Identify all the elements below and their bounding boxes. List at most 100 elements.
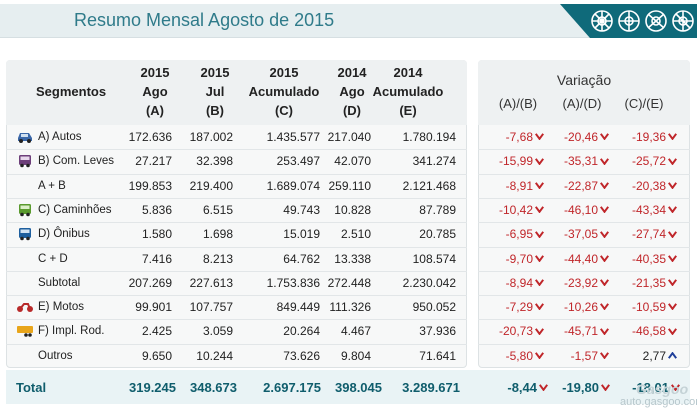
total-value-cell: 348.673 [190, 380, 237, 395]
row-label: B) Com. Leves [38, 155, 115, 168]
value-cell: 32.398 [196, 154, 233, 169]
arrow-down-icon [668, 303, 677, 311]
value-cell: 172.636 [128, 130, 172, 144]
total-label: Total [16, 380, 47, 395]
total-variation-cell: -8,44 [507, 380, 548, 395]
column-header-line: 2014 [337, 65, 367, 80]
car-icon [18, 133, 32, 143]
column-header-line: 2015 [269, 65, 299, 80]
column-header: 2015 Acumulado (C) [239, 63, 329, 120]
value-cell: 10.828 [334, 202, 371, 217]
arrow-down-icon [535, 279, 544, 287]
value-cell: 219.400 [189, 178, 233, 193]
row-label: C) Caminhões [38, 203, 112, 216]
row-divider [478, 197, 690, 199]
truck-icon [19, 203, 31, 217]
arrow-down-icon [601, 384, 610, 392]
row-divider [6, 246, 467, 248]
value-cell: 272.448 [327, 275, 371, 290]
variation-value: -46,10 [563, 202, 598, 217]
table-row: C) Caminhões 5.836 6.515 49.743 10.828 87.789… [6, 198, 690, 222]
column-header-line: (B) [205, 103, 225, 118]
column-header-line: 2015 [200, 65, 230, 80]
variation-value: -10,26 [563, 300, 598, 315]
value-cell: 2.230.042 [402, 275, 456, 290]
value-cell: 207.269 [128, 275, 172, 290]
variation-cell: -25,72 [632, 154, 677, 168]
variation-cell: -9,70 [506, 252, 544, 266]
variation-value: -40,35 [631, 251, 666, 266]
value-cell: 227.613 [189, 275, 233, 290]
arrow-down-icon [535, 352, 544, 360]
variation-column-header: (A)/(B) [498, 96, 538, 111]
value-cell: 49.743 [283, 202, 320, 217]
variation-value: -35,31 [563, 154, 598, 169]
variation-value: -21,35 [631, 275, 666, 290]
row-divider [6, 173, 467, 175]
table-row: B) Com. Leves 27.217 32.398 253.497 42.070 34… [6, 149, 690, 173]
variation-value: -7,29 [505, 300, 533, 315]
row-divider [6, 343, 467, 345]
variation-cell: -43,34 [632, 203, 677, 217]
variation-cell: -40,35 [632, 252, 677, 266]
variation-value: -6,95 [505, 227, 533, 242]
value-cell: 2.121.468 [402, 178, 456, 193]
row-divider [478, 295, 690, 297]
value-cell: 950.052 [412, 300, 456, 315]
variation-cell: -45,71 [564, 324, 609, 338]
arrow-down-icon [535, 206, 544, 214]
row-divider [6, 197, 467, 199]
variation-value: -19,36 [631, 130, 666, 144]
arrow-down-icon [671, 384, 680, 392]
variation-cell: -6,95 [506, 227, 544, 241]
arrow-down-icon [600, 327, 609, 335]
variation-cell: -22,87 [564, 179, 609, 193]
arrow-down-icon [535, 157, 544, 165]
variation-value: -27,74 [631, 227, 666, 242]
arrow-down-icon [600, 230, 609, 238]
variation-cell: -20,73 [499, 324, 544, 338]
row-divider [478, 270, 690, 272]
column-header-line: Jul [205, 84, 225, 99]
arrow-down-icon [600, 133, 609, 141]
header-bar: Resumo Mensal Agosto de 2015 [0, 0, 697, 40]
arrow-down-icon [600, 255, 609, 262]
arrow-down-icon [535, 230, 544, 238]
arrow-down-icon [535, 255, 544, 262]
value-cell: 107.757 [189, 300, 233, 315]
variation-value: -5,80 [505, 348, 533, 363]
variation-cell: -8,91 [506, 179, 544, 193]
variation-value: -8,91 [505, 178, 533, 193]
variation-cell: -21,35 [632, 276, 677, 290]
row-divider [6, 149, 467, 151]
variation-cell: -8,94 [506, 276, 544, 290]
value-cell: 10.244 [196, 348, 233, 363]
variation-cell: -44,40 [564, 252, 609, 266]
value-cell: 187.002 [189, 130, 233, 144]
row-label: C + D [38, 252, 68, 265]
variation-value: -7,68 [505, 130, 533, 144]
variation-cell: -10,42 [499, 203, 544, 217]
row-divider [6, 295, 467, 297]
value-cell: 71.641 [419, 348, 456, 363]
arrow-down-icon [535, 182, 544, 189]
value-cell: 1.689.074 [266, 178, 320, 193]
variation-value: -22,87 [563, 178, 598, 193]
value-cell: 20.264 [283, 324, 320, 339]
motorcycle-icon [17, 303, 33, 313]
column-header-line: (A) [145, 103, 165, 118]
variation-cell: -46,10 [564, 203, 609, 217]
header-background [0, 4, 590, 38]
value-cell: 341.274 [412, 154, 456, 169]
variation-cell: -23,92 [564, 276, 609, 290]
variation-cell: -10,59 [632, 300, 677, 314]
variation-value: -44,40 [563, 251, 598, 266]
variation-cell: -27,74 [632, 227, 677, 241]
variation-value: -20,46 [563, 130, 598, 144]
variation-cell: -20,46 [564, 130, 609, 144]
value-cell: 2.425 [141, 324, 172, 339]
value-cell: 9.650 [141, 348, 172, 363]
column-header-line: 2014 [393, 65, 423, 80]
value-cell: 13.338 [334, 251, 371, 266]
row-divider [478, 173, 690, 175]
